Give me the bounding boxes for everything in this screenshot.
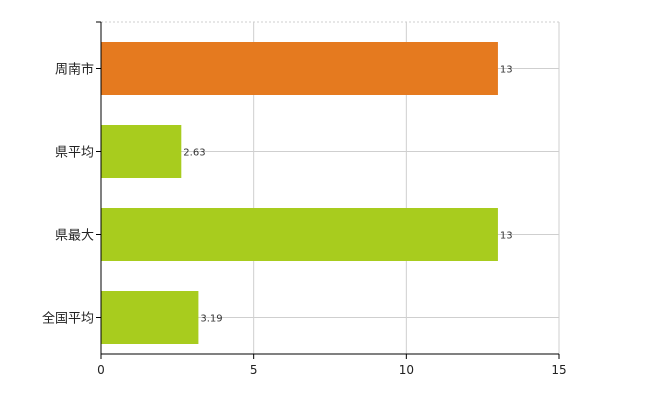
data-label: 13 [500, 65, 513, 76]
bar [101, 125, 182, 178]
bar [101, 42, 498, 95]
bar [101, 208, 498, 261]
x-tick-label: 10 [399, 363, 414, 377]
bars [101, 42, 498, 344]
category-label: 県最大 [55, 229, 94, 244]
data-label: 13 [500, 231, 513, 242]
x-tick-label: 0 [97, 363, 105, 377]
category-label: 県平均 [55, 146, 94, 161]
labels: 13 周南市 2.63 県平均 13 県最大 3.19 全国平均 0 5 10 15 [42, 62, 567, 378]
axes [96, 21, 560, 359]
x-tick-label: 15 [551, 363, 566, 377]
data-label: 2.63 [183, 148, 205, 159]
category-label: 周南市 [55, 62, 94, 78]
category-label: 全国平均 [42, 311, 94, 327]
bar [101, 291, 199, 344]
data-label: 3.19 [200, 314, 222, 325]
x-tick-label: 5 [250, 363, 258, 377]
